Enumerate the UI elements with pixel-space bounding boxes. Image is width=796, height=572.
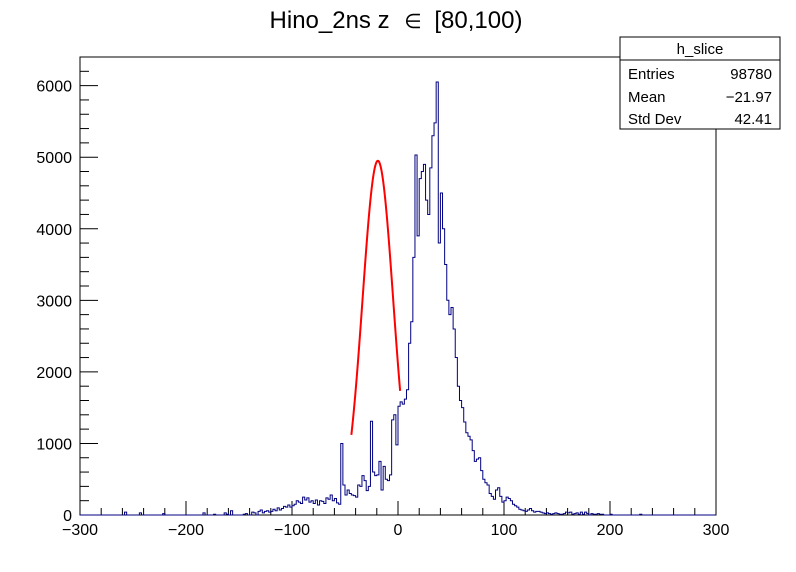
title-element-of-symbol: ∈ — [404, 11, 421, 33]
y-tick-label: 0 — [63, 508, 72, 525]
y-tick-label: 3000 — [36, 293, 72, 310]
stats-mean-label: Mean — [628, 89, 666, 106]
stats-box-frame — [619, 36, 781, 130]
x-tick-label: 100 — [491, 522, 518, 539]
x-tick-label: −200 — [168, 522, 204, 539]
y-tick-label: 2000 — [36, 365, 72, 382]
y-tick-label: 5000 — [36, 150, 72, 167]
y-tick-label: 6000 — [36, 79, 72, 96]
chart-title: Hino_2ns z ∈ [80,100) — [270, 7, 523, 34]
gaussian-fit-curve — [350, 159, 402, 435]
x-tick-label: −100 — [274, 522, 310, 539]
title-main: Hino_2ns z — [270, 7, 390, 34]
histogram-series-h-slice — [80, 81, 716, 516]
x-tick-label: 300 — [703, 522, 730, 539]
x-tick-label: −300 — [62, 522, 98, 539]
title-range: [80,100) — [434, 7, 522, 34]
stats-stddev-label: Std Dev — [628, 111, 682, 128]
stats-mean-value: −21.97 — [726, 89, 772, 106]
stats-box: h_slice Entries 98780 Mean −21.97 Std De… — [619, 36, 781, 130]
stats-entries-label: Entries — [628, 66, 675, 83]
x-axis: −300 −200 −100 0 100 200 300 — [62, 501, 729, 539]
x-tick-label: 0 — [394, 522, 403, 539]
y-tick-label: 4000 — [36, 222, 72, 239]
x-tick-label: 200 — [597, 522, 624, 539]
y-tick-label: 1000 — [36, 436, 72, 453]
stats-entries-value: 98780 — [730, 66, 772, 83]
stats-stddev-value: 42.41 — [734, 111, 772, 128]
y-axis: 0 1000 2000 3000 4000 5000 6000 — [36, 56, 98, 525]
stats-box-title: h_slice — [677, 41, 724, 58]
